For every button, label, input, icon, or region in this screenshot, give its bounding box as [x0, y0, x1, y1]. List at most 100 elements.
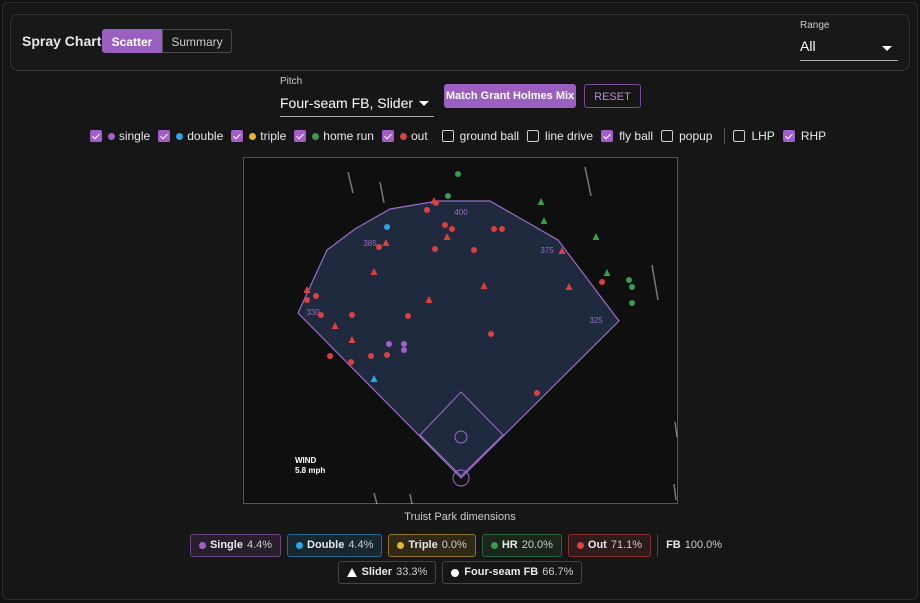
swatch	[576, 542, 584, 549]
hit-triangle	[592, 233, 600, 240]
filter: home run	[294, 129, 374, 143]
hit-dot	[455, 171, 461, 177]
hit-dot	[629, 300, 635, 306]
chip-label: Four-seam FB	[464, 566, 539, 578]
hit-triangle	[425, 296, 433, 303]
hit-dot	[386, 341, 392, 347]
swatch	[249, 132, 257, 140]
checkbox[interactable]	[231, 130, 244, 142]
hit-dot	[405, 313, 411, 319]
pitch-select[interactable]: Four-seam FB, Slider	[280, 95, 414, 111]
hit-triangle	[565, 283, 573, 290]
pitch-label: Pitch	[280, 76, 303, 87]
field	[297, 200, 620, 479]
check	[91, 131, 100, 139]
hit-triangle	[537, 198, 545, 205]
tab[interactable]: Summary	[162, 29, 232, 53]
spray-chart: 400 385 375 330 325 WIND 5.8 mph	[243, 157, 678, 504]
hit-dot	[348, 359, 354, 365]
filter-label: double	[187, 129, 224, 143]
range-select[interactable]: All	[800, 38, 816, 54]
distance: 330	[306, 308, 320, 317]
filter: out	[381, 129, 428, 143]
hit-dot	[424, 207, 430, 213]
reset-button[interactable]: RESET	[584, 84, 641, 108]
chip-label: Slider	[361, 566, 393, 578]
hit-triangle	[370, 375, 378, 382]
hit-dot	[442, 222, 448, 228]
filter: triple	[231, 129, 286, 143]
filter-label: popup	[679, 129, 713, 143]
filter: fly ball	[601, 129, 653, 143]
filters: single double triple home run out ground ball…	[0, 128, 920, 144]
checkbox[interactable]	[527, 130, 540, 142]
checkbox[interactable]	[601, 130, 614, 142]
chip-label: HR	[501, 539, 518, 551]
hit-triangle	[370, 268, 378, 275]
title: Spray Chart	[22, 33, 102, 49]
hit-dot	[626, 277, 632, 283]
hit-dot	[304, 297, 310, 303]
checkbox[interactable]	[441, 130, 454, 142]
hit-dot	[327, 353, 333, 359]
filter-label: home run	[323, 129, 374, 143]
infield	[419, 391, 504, 477]
hit-triangle	[348, 336, 356, 343]
filter-label: ground ball	[459, 129, 520, 143]
hit-triangle	[443, 233, 451, 240]
checkbox[interactable]	[158, 130, 171, 142]
filter: single	[89, 129, 150, 143]
chip-value: 0.0%	[441, 539, 467, 551]
chip-value: 66.7%	[542, 566, 574, 578]
result-chip: Single 4.4%	[189, 534, 282, 557]
pitch-chip: Four-seam FB 66.7%	[442, 561, 583, 584]
hit-dot	[488, 331, 494, 337]
checkbox[interactable]	[89, 130, 102, 142]
chip-value: 100.0%	[684, 539, 723, 551]
filter: double	[158, 129, 223, 143]
chip-label: Triple	[408, 539, 438, 551]
hit-dot	[599, 279, 605, 285]
pitch-chip: Slider 33.3%	[337, 561, 437, 584]
hit-dot	[384, 352, 390, 358]
filter: line drive	[527, 129, 593, 143]
chip-value: 4.4%	[246, 539, 273, 551]
hit-dot	[534, 390, 540, 396]
match-button[interactable]: Match Grant Holmes Mix	[444, 84, 576, 108]
tab[interactable]: Scatter	[102, 29, 162, 53]
swatch	[399, 132, 407, 140]
checkbox[interactable]	[733, 130, 746, 142]
hit-dot	[471, 247, 477, 253]
hit-dot	[368, 353, 374, 359]
checkbox[interactable]	[381, 130, 394, 142]
check	[160, 131, 169, 139]
hit-triangle	[480, 282, 488, 289]
hit-dot	[491, 226, 497, 232]
result-chips: Single 4.4% Double 4.4% Triple 0.0% HR 20.0% Out…	[0, 534, 920, 557]
range-label: Range	[800, 20, 830, 31]
hit-triangle	[558, 247, 566, 254]
swatch	[176, 132, 184, 140]
filter-label: line drive	[545, 129, 594, 143]
hit-dot	[313, 293, 319, 299]
check	[233, 131, 242, 139]
checkbox[interactable]	[661, 130, 674, 142]
hit-dot	[449, 226, 455, 232]
distance: 325	[589, 316, 603, 325]
check	[603, 131, 611, 139]
hit-dot	[432, 246, 438, 252]
swatch	[107, 132, 115, 140]
chip-value: 71.1%	[610, 539, 643, 551]
checkbox[interactable]	[294, 130, 307, 142]
swatch	[490, 542, 498, 549]
hit-dot	[349, 312, 355, 318]
checkbox[interactable]	[782, 130, 795, 142]
select-underline	[280, 116, 434, 117]
mound	[454, 430, 468, 444]
shape	[346, 568, 357, 577]
result-chip: Double 4.4%	[287, 534, 383, 557]
hit-dot	[376, 244, 382, 250]
chip-label: Single	[209, 539, 243, 551]
select-underline	[800, 60, 898, 61]
